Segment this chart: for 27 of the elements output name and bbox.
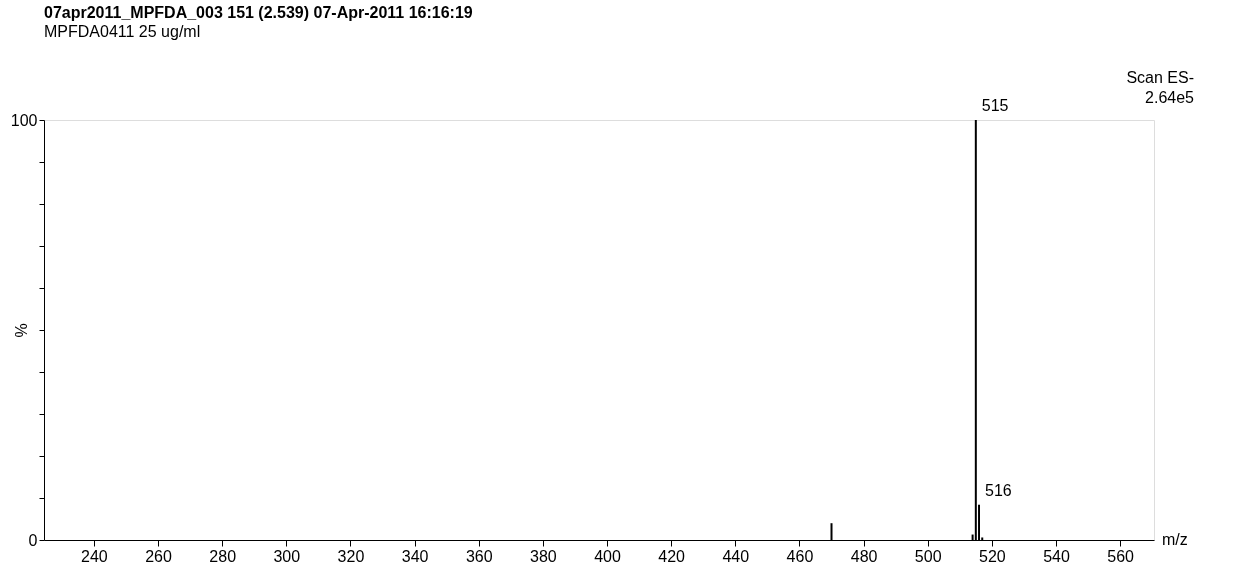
x-tick-label: 340 bbox=[401, 547, 429, 565]
x-tick-label: 500 bbox=[914, 547, 942, 565]
x-tick-label: 240 bbox=[81, 547, 108, 565]
chart-title: 07apr2011_MPFDA_003 151 (2.539) 07-Apr-2011 16:16:19 bbox=[44, 4, 473, 21]
y-tick-label: 100 bbox=[10, 111, 38, 129]
x-tick-label: 460 bbox=[786, 547, 814, 565]
x-tick-label: 320 bbox=[337, 547, 365, 565]
x-tick-label: 520 bbox=[979, 547, 1006, 565]
x-tick-label: 480 bbox=[850, 547, 878, 565]
x-tick-label: 280 bbox=[209, 547, 237, 565]
x-tick-label: 360 bbox=[465, 547, 493, 565]
x-tick-label: 540 bbox=[1043, 547, 1070, 565]
x-tick-label: 560 bbox=[1107, 547, 1135, 565]
x-tick-label: 380 bbox=[530, 547, 557, 565]
annotation: 516 bbox=[985, 481, 1012, 499]
text: Scan ES- bbox=[1126, 69, 1194, 86]
x-tick-label: 440 bbox=[722, 547, 750, 565]
x-tick-label: 420 bbox=[658, 547, 686, 565]
annotation: 515 bbox=[981, 97, 1009, 114]
x-tick-label: 260 bbox=[145, 547, 172, 565]
x-tick-label: 400 bbox=[594, 547, 621, 565]
x-tick-label: 300 bbox=[273, 547, 301, 565]
chart-subtitle: MPFDA0411 25 ug/ml bbox=[44, 23, 201, 40]
y-tick-label: 0 bbox=[28, 531, 38, 549]
text: 2.64e5 bbox=[1145, 89, 1195, 106]
x-axis-title: m/z bbox=[1162, 531, 1188, 548]
y-axis-title: % bbox=[12, 323, 30, 338]
